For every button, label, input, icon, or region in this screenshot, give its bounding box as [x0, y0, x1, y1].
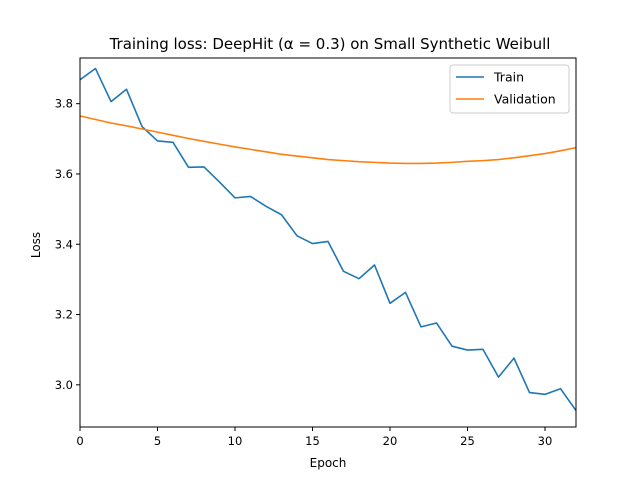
- y-tick-label: 3.0: [55, 378, 73, 392]
- y-tick-label: 3.2: [55, 308, 73, 322]
- plot-area: 0 5 10 15 20 25 30 3.0 3.2 3.4 3.6 3.8: [55, 57, 577, 448]
- legend-label-train: Train: [493, 70, 524, 85]
- plot-frame: [79, 57, 577, 428]
- legend-label-validation: Validation: [494, 92, 556, 107]
- legend: Train Validation: [449, 64, 570, 114]
- series-line-validation: [80, 115, 576, 165]
- y-tick-label: 3.6: [55, 167, 73, 181]
- x-tick-label: 30: [538, 434, 553, 448]
- x-axis-label: Epoch: [310, 456, 347, 470]
- y-tick-label: 3.4: [55, 237, 73, 251]
- series-line-train: [80, 67, 576, 411]
- x-tick-label: 25: [460, 434, 475, 448]
- x-tick-label: 5: [154, 434, 161, 448]
- x-tick-label: 10: [228, 434, 243, 448]
- x-tick-label: 0: [76, 434, 83, 448]
- x-tick-label: 15: [305, 434, 320, 448]
- x-tick-label: 20: [383, 434, 398, 448]
- y-axis-label: Loss: [29, 232, 43, 258]
- chart-title: Training loss: DeepHit (α = 0.3) on Smal…: [109, 35, 551, 53]
- y-tick-label: 3.8: [55, 97, 73, 111]
